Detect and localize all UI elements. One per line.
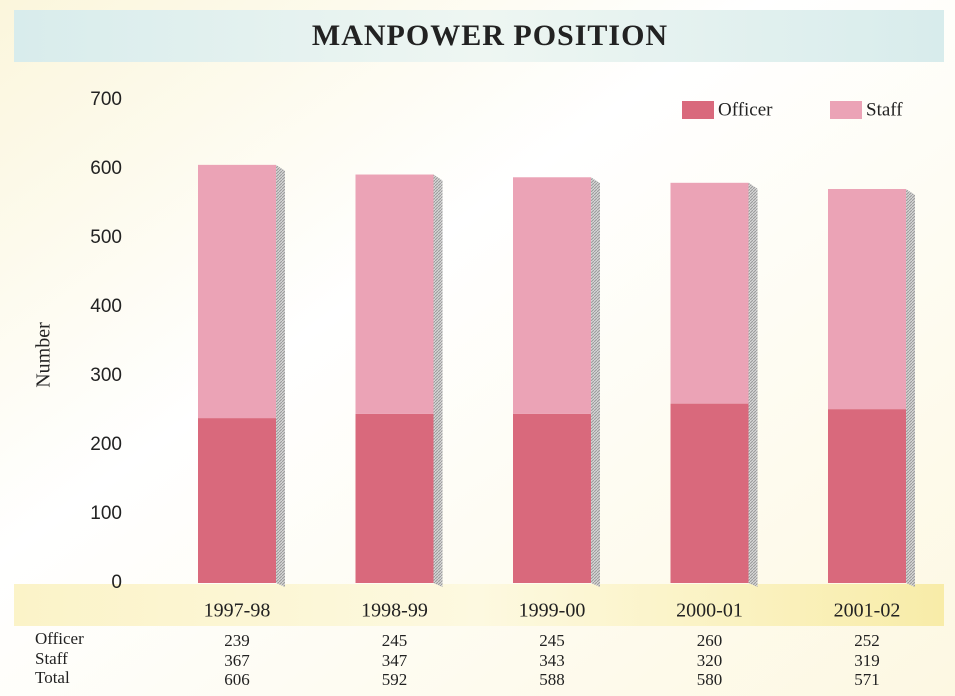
bar-shadow bbox=[748, 182, 758, 588]
table-cell: 239 bbox=[224, 631, 250, 650]
bar-segment bbox=[670, 182, 749, 404]
legend-swatch bbox=[682, 101, 714, 119]
table-cell: 347 bbox=[382, 651, 408, 670]
table-cell: 245 bbox=[539, 631, 565, 650]
bar-segment bbox=[198, 418, 276, 583]
chart-title: MANPOWER POSITION bbox=[312, 19, 668, 52]
floor-band bbox=[14, 584, 944, 626]
bar-segment bbox=[513, 177, 591, 414]
x-tick-label: 2001-02 bbox=[834, 600, 901, 622]
table-row-label: Officer bbox=[35, 629, 84, 648]
y-tick-label: 300 bbox=[90, 365, 122, 386]
y-tick-label: 400 bbox=[90, 296, 122, 317]
bar-segment bbox=[355, 174, 434, 414]
legend-swatch bbox=[830, 101, 862, 119]
table-row-label: Total bbox=[35, 668, 70, 687]
table-cell: 606 bbox=[224, 670, 250, 689]
table-cell: 245 bbox=[382, 631, 408, 650]
table-cell: 592 bbox=[382, 670, 408, 689]
x-tick-label: 1997-98 bbox=[204, 600, 271, 622]
y-tick-label: 700 bbox=[90, 89, 122, 110]
y-tick-label: 600 bbox=[90, 158, 122, 179]
bar-shadow bbox=[591, 177, 600, 587]
x-tick-label: 2000-01 bbox=[676, 600, 743, 622]
table-cell: 260 bbox=[697, 631, 723, 650]
table-cell: 571 bbox=[854, 670, 880, 689]
y-tick-label: 500 bbox=[90, 227, 122, 248]
x-tick-label: 1999-00 bbox=[519, 600, 586, 622]
bar-shadow bbox=[433, 174, 443, 587]
bar-segment bbox=[355, 413, 434, 583]
table-cell: 588 bbox=[539, 670, 565, 689]
table-cell: 252 bbox=[854, 631, 880, 650]
y-tick-label: 0 bbox=[111, 572, 122, 593]
table-cell: 580 bbox=[697, 670, 723, 689]
title-band bbox=[14, 10, 944, 62]
table-cell: 320 bbox=[697, 651, 723, 670]
bar-segment bbox=[670, 403, 749, 583]
legend-label: Staff bbox=[866, 99, 903, 120]
bar-shadow bbox=[906, 189, 915, 587]
y-tick-label: 200 bbox=[90, 434, 122, 455]
bar-segment bbox=[513, 413, 591, 583]
table-row-label: Staff bbox=[35, 649, 68, 668]
y-axis-label: Number bbox=[33, 322, 55, 388]
x-tick-label: 1998-99 bbox=[361, 600, 428, 622]
y-tick-label: 100 bbox=[90, 503, 122, 524]
bar-segment bbox=[828, 189, 906, 410]
bar-shadow bbox=[276, 164, 285, 588]
table-cell: 343 bbox=[539, 651, 565, 670]
legend-label: Officer bbox=[718, 99, 773, 120]
bar-segment bbox=[198, 164, 276, 419]
bar-segment bbox=[828, 409, 906, 583]
table-cell: 319 bbox=[854, 651, 880, 670]
table-cell: 367 bbox=[224, 651, 250, 670]
